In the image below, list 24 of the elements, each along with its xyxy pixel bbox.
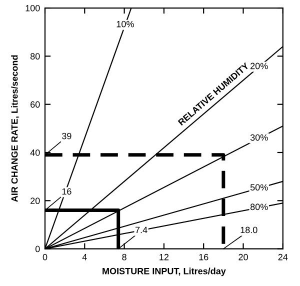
annotation: 7.4 xyxy=(135,226,148,234)
series-label: 20% xyxy=(250,62,268,70)
x-tick-label: 4 xyxy=(82,254,87,260)
annotation: 18.0 xyxy=(240,226,258,234)
x-tick-label: 16 xyxy=(199,254,208,260)
x-tick-label: 12 xyxy=(160,254,169,260)
y-tick-label: 20 xyxy=(30,198,40,204)
x-tick-label: 20 xyxy=(238,254,248,260)
y-tick-label: 40 xyxy=(30,149,40,156)
series-label: 50% xyxy=(250,184,268,191)
annotation: 39 xyxy=(62,132,72,140)
y-axis-title: AIR CHANGE RATE, Litres/second xyxy=(11,55,20,202)
x-tick-label: 24 xyxy=(278,254,288,260)
y-tick-label: 0 xyxy=(35,246,40,252)
y-tick-label: 80 xyxy=(30,53,40,60)
y-tick-label: 100 xyxy=(26,4,40,12)
legend-label: 10% xyxy=(116,20,134,28)
x-axis-title: MOISTURE INPUT, Litres/day xyxy=(102,268,226,276)
y-tick-label: 60 xyxy=(30,101,40,108)
series-label: 80% xyxy=(250,204,268,210)
series-label: 30% xyxy=(250,134,268,141)
annotation: 16 xyxy=(62,188,72,195)
x-tick-label: 8 xyxy=(122,254,126,260)
x-tick-label: 0 xyxy=(42,254,48,260)
